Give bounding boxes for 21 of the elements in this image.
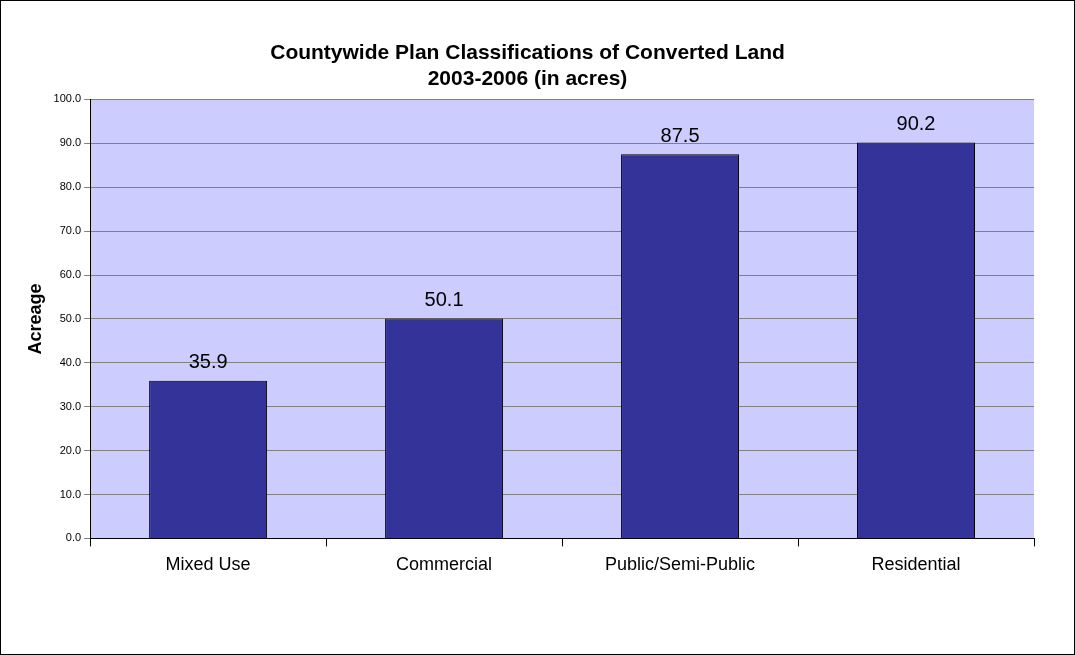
y-tick-label: 60.0 (59, 268, 82, 281)
y-tick-label: 90.0 (59, 136, 82, 149)
data-label: 35.9 (188, 350, 228, 373)
y-tick-label: 30.0 (59, 399, 82, 412)
chart-title: Countywide Plan Classifications of Converted Land 2003-2006 (in acres) (270, 40, 785, 89)
y-axis-title: Acreage (24, 283, 45, 355)
y-tick-label: 50.0 (59, 311, 82, 324)
y-tick-label: 100.0 (53, 92, 82, 105)
x-tick-label: Public/Semi-Public (605, 554, 756, 575)
y-tick-label: 40.0 (59, 355, 82, 368)
y-tick-label: 10.0 (59, 487, 82, 500)
y-tick-label: 70.0 (59, 224, 82, 237)
y-tick-label: 20.0 (59, 443, 82, 456)
data-label: 87.5 (660, 123, 700, 146)
data-label: 50.1 (424, 287, 464, 310)
data-label: 90.2 (896, 111, 936, 134)
y-tick-label: 0.0 (65, 531, 82, 544)
x-tick-label: Commercial (396, 554, 493, 575)
y-tick-label: 80.0 (59, 180, 82, 193)
x-tick-label: Mixed Use (165, 554, 251, 575)
x-tick-label: Residential (871, 554, 961, 575)
